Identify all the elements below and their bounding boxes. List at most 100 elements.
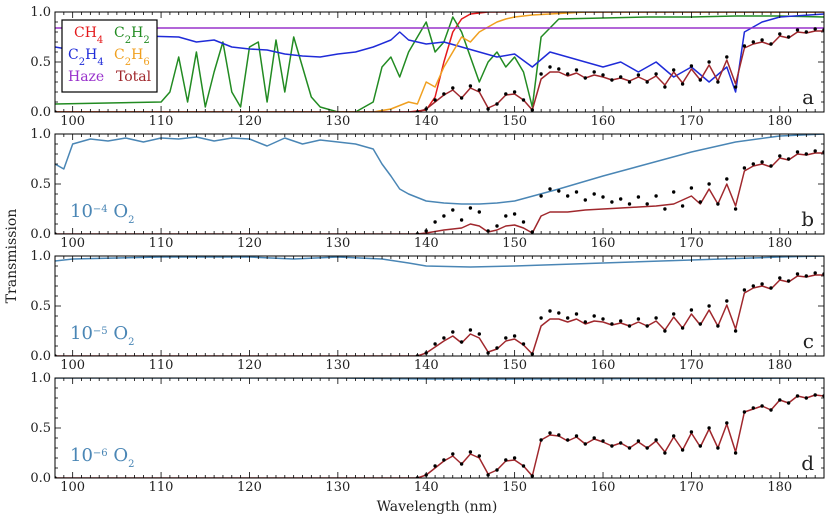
observed-point — [760, 404, 764, 408]
observed-point — [769, 164, 773, 168]
observed-point — [574, 68, 579, 72]
observed-point — [786, 279, 791, 283]
observed-point — [689, 186, 694, 190]
observed-point — [769, 408, 773, 412]
x-tick-label: 170 — [679, 480, 704, 495]
panel-letter-a: a — [802, 85, 814, 109]
y-tick-label: 1.0 — [30, 127, 51, 142]
observed-point — [548, 187, 552, 191]
observed-point — [495, 346, 499, 350]
observed-point — [645, 446, 649, 450]
observed-point — [512, 90, 517, 94]
observed-point — [813, 271, 817, 275]
observed-point — [636, 195, 641, 199]
observed-point — [619, 75, 623, 79]
observed-point — [442, 214, 446, 218]
plot-area-d — [55, 378, 824, 478]
observed-point — [813, 393, 817, 397]
observed-point — [548, 431, 552, 435]
observed-point — [495, 224, 499, 228]
plot-area-c — [55, 256, 824, 356]
observed-point — [548, 65, 552, 69]
observed-point — [512, 334, 517, 338]
observed-point — [504, 336, 508, 340]
observed-point — [574, 190, 579, 194]
x-tick-label: 110 — [149, 358, 174, 373]
observed-point — [627, 80, 632, 84]
x-tick-label: 110 — [149, 114, 174, 129]
observed-point — [433, 220, 437, 224]
observed-point — [583, 198, 587, 202]
observed-point — [583, 320, 587, 324]
observed-point — [433, 98, 437, 102]
plot-area-b — [55, 134, 824, 234]
x-tick-label: 120 — [237, 114, 262, 129]
observed-point — [716, 324, 720, 328]
observed-point — [468, 450, 473, 454]
observed-point — [804, 396, 808, 400]
observed-point — [716, 446, 720, 450]
observed-point — [795, 272, 800, 276]
x-axis-title: Wavelength (nm) — [377, 499, 498, 515]
observed-point — [698, 322, 702, 326]
observed-point — [477, 332, 481, 336]
o2-label-b: 10−4 O2 — [70, 201, 135, 226]
observed-point — [477, 210, 481, 214]
observed-point — [592, 436, 596, 440]
legend-entry: Total — [116, 69, 152, 85]
observed-point — [566, 316, 570, 320]
x-tick-label: 170 — [679, 114, 704, 129]
observed-point — [459, 340, 464, 344]
observed-point — [610, 322, 614, 326]
x-tick-label: 100 — [60, 358, 85, 373]
panels: 100 110 120 130 140 150 160 170 180 0.0 0.5 1.0 a CH4… — [30, 5, 825, 495]
observed-point — [813, 27, 817, 31]
observed-point — [733, 451, 738, 455]
observed-point — [751, 40, 755, 44]
observed-point — [592, 70, 596, 74]
y-tick-label: 0.0 — [30, 105, 51, 120]
x-tick-label: 160 — [591, 358, 616, 373]
observed-point — [619, 441, 623, 445]
x-tick-label: 100 — [60, 114, 85, 129]
observed-point — [601, 73, 605, 77]
observed-point — [433, 464, 437, 468]
observed-point — [760, 160, 764, 164]
observed-point — [504, 92, 508, 96]
series-model-d — [55, 394, 824, 478]
observed-point — [716, 80, 720, 84]
x-tick-label: 130 — [325, 480, 350, 495]
observed-point — [442, 336, 446, 340]
x-tick-label: 180 — [767, 480, 792, 495]
observed-point — [663, 329, 667, 333]
observed-point — [778, 32, 782, 36]
series-model-c — [55, 274, 824, 356]
observed-point — [707, 426, 711, 430]
observed-point — [795, 28, 800, 32]
observed-point — [645, 324, 649, 328]
observed-point — [698, 78, 702, 82]
observed-point — [539, 72, 543, 76]
observed-point — [619, 319, 623, 323]
observed-point — [680, 82, 685, 86]
observed-point — [663, 85, 667, 89]
observed-point — [610, 444, 614, 448]
series-model-a — [55, 30, 824, 112]
observed-point — [601, 439, 605, 443]
observed-point — [716, 202, 720, 206]
series-model-b — [55, 152, 824, 234]
observed-point — [548, 309, 552, 313]
observed-point — [725, 177, 729, 181]
observed-point — [689, 430, 694, 434]
panel-c: 100 110 120 130 140 150 160 170 180 0.0 0.5 1.0 c 10−… — [30, 249, 825, 373]
observed-point — [813, 149, 817, 153]
observed-point — [778, 154, 782, 158]
observed-point — [689, 308, 694, 312]
observed-point — [760, 38, 764, 42]
observed-point — [601, 195, 605, 199]
legend-entry: C2H4 — [68, 47, 104, 68]
x-tick-label: 100 — [60, 480, 85, 495]
x-tick-label: 180 — [767, 236, 792, 251]
observed-point — [636, 73, 641, 77]
observed-point — [680, 448, 685, 452]
